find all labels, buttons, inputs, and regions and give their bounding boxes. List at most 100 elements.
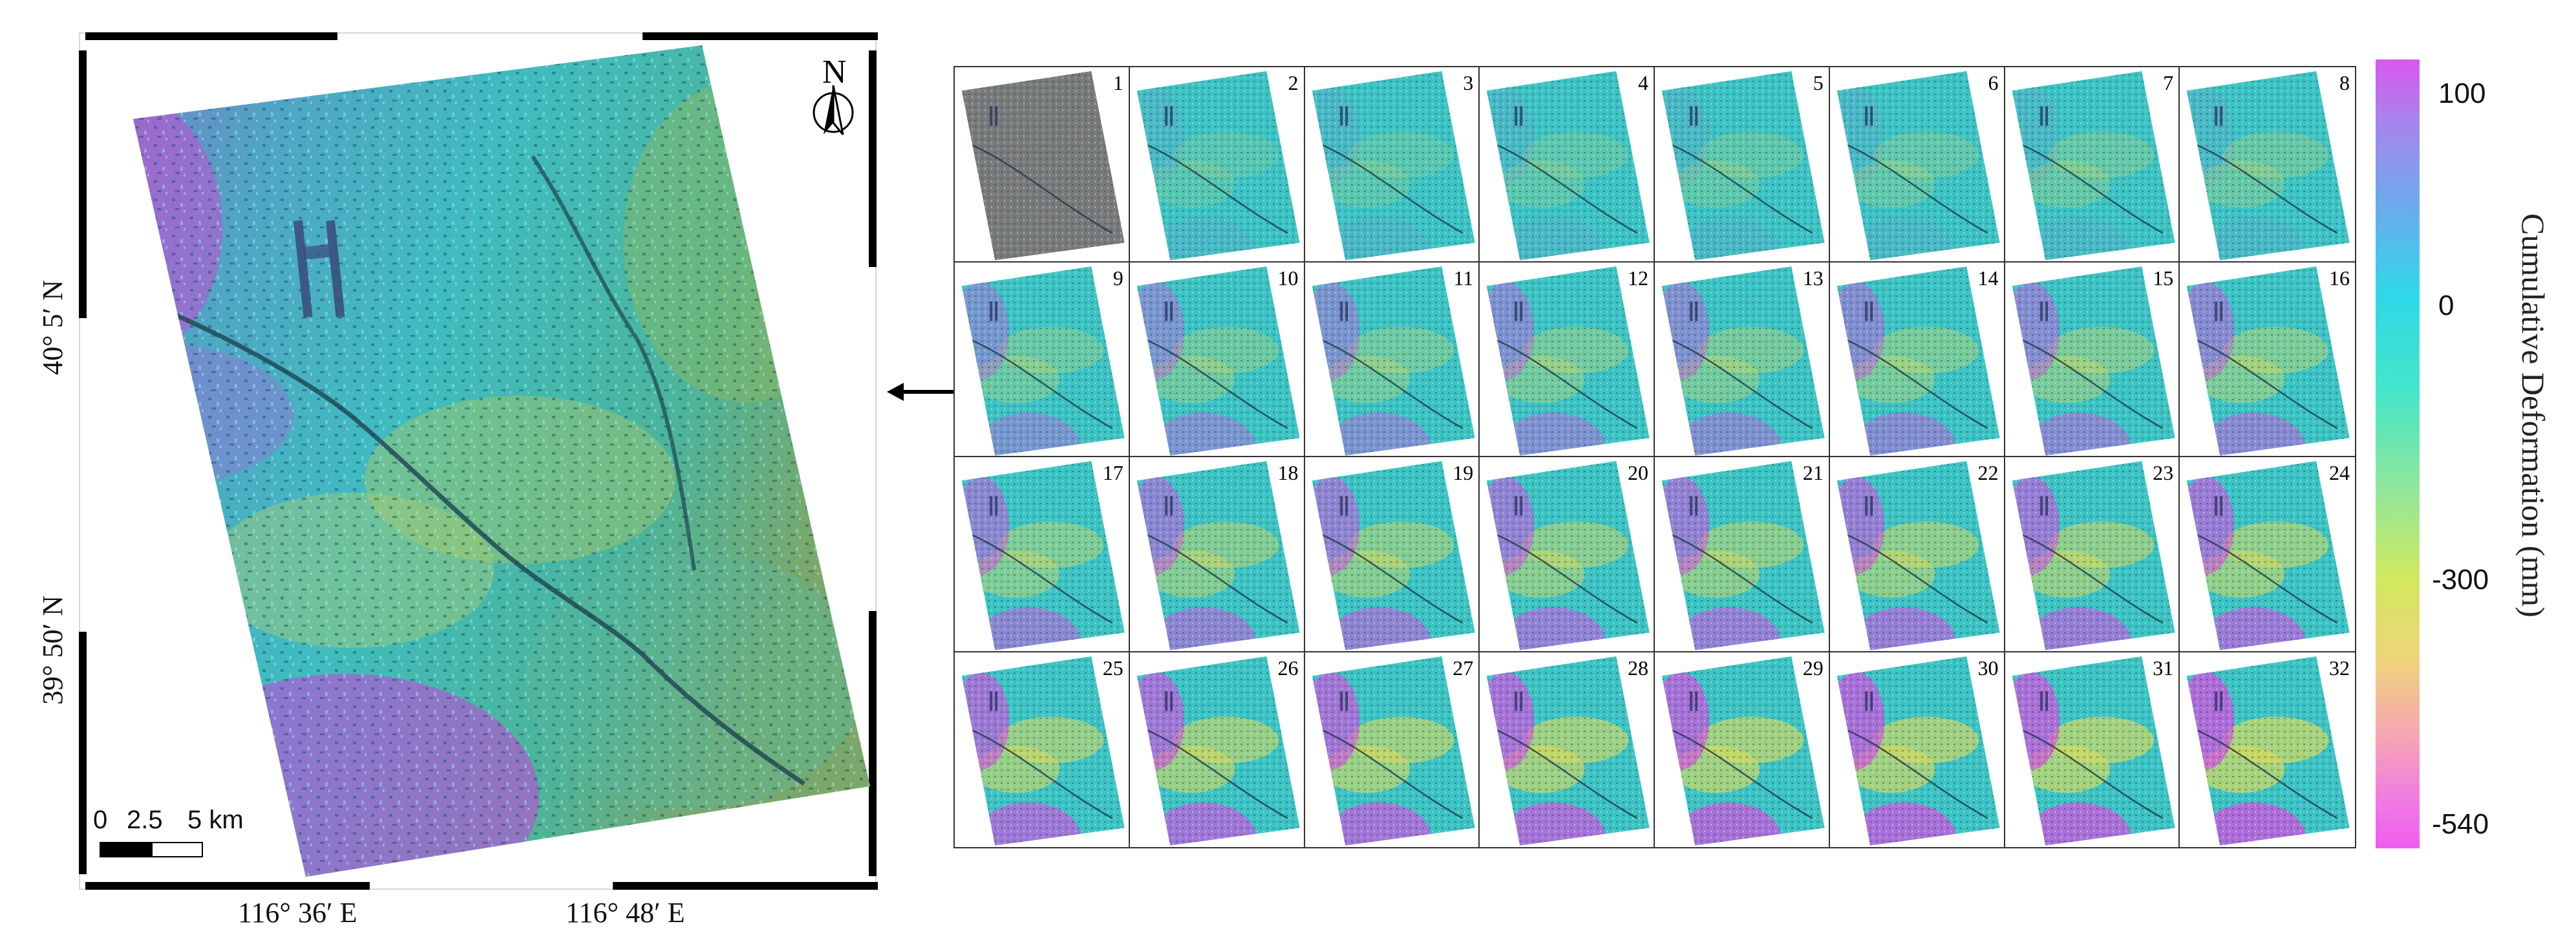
frame-bar-left-bottom	[79, 632, 87, 874]
thumbnail-cell: 14	[1829, 262, 2005, 457]
thumbnail-label: 27	[1453, 656, 1474, 680]
thumbnail-label: 31	[2153, 656, 2174, 680]
thumbnail-raster	[1661, 71, 1825, 261]
colorbar-title: Cumulative Deformation (mm)	[2515, 213, 2551, 618]
thumbnail-raster	[2187, 266, 2350, 455]
thumbnail-raster	[2012, 266, 2175, 455]
longitude-label-west: 116° 36′ E	[238, 897, 357, 929]
thumbnail-raster	[1312, 461, 1475, 650]
scale-label-0: 0	[93, 806, 108, 834]
thumbnail-raster	[1487, 266, 1650, 455]
latitude-label-north: 40° 5′ N	[37, 280, 69, 375]
thumbnail-cell: 1	[955, 67, 1130, 263]
thumbnail-cell: 22	[1829, 457, 2005, 652]
thumbnail-cell: 26	[1129, 652, 1305, 847]
thumbnail-cell: 9	[955, 262, 1130, 457]
thumbnail-cell: 25	[955, 652, 1130, 847]
scale-bar-light	[151, 842, 203, 857]
deformation-map-raster	[133, 45, 870, 877]
colorbar	[2376, 59, 2420, 848]
thumbnail-cell: 24	[2180, 457, 2355, 652]
thumbnail-label: 25	[1102, 656, 1123, 680]
north-arrow-icon	[813, 85, 854, 135]
thumbnail-label: 21	[1802, 461, 1824, 484]
thumbnail-label: 7	[2163, 71, 2174, 94]
colorbar-tick-minus-540: -540	[2432, 808, 2489, 840]
main-map-frame: N 0 2.5 5 km	[79, 32, 878, 890]
scale-label-5km: 5 km	[187, 806, 244, 834]
thumbnail-raster	[1136, 656, 1300, 845]
thumbnail-raster	[2012, 71, 2175, 261]
thumbnail-cell: 12	[1480, 262, 1655, 457]
thumbnail-raster	[1836, 461, 2000, 650]
thumbnail-cell: 4	[1480, 67, 1655, 263]
thumbnail-cell: 2	[1129, 67, 1305, 263]
thumbnail-cell: 32	[2180, 652, 2355, 847]
thumbnail-raster	[1836, 656, 2000, 845]
thumbnail-label: 1	[1112, 71, 1123, 94]
frame-bar-left-top	[79, 50, 87, 318]
thumbnail-label: 6	[1988, 71, 1999, 94]
thumbnail-label: 9	[1112, 266, 1123, 290]
thumbnail-raster	[1487, 71, 1650, 261]
thumbnail-label: 28	[1628, 656, 1648, 680]
thumbnail-raster	[1487, 461, 1650, 650]
thumbnail-cell: 20	[1480, 457, 1655, 652]
colorbar-tick-100: 100	[2438, 78, 2486, 109]
thumbnail-raster	[1136, 266, 1300, 455]
thumbnail-label: 8	[2339, 71, 2350, 94]
thumbnail-raster	[2012, 461, 2175, 650]
thumbnail-label: 16	[2329, 266, 2350, 290]
thumbnail-label: 19	[1453, 461, 1474, 484]
frame-bar-bottom-left	[85, 882, 370, 890]
thumbnail-label: 23	[2153, 461, 2174, 484]
thumbnail-cell: 31	[2005, 652, 2180, 847]
thumbnail-cell: 15	[2005, 262, 2180, 457]
colorbar-tick-0: 0	[2438, 290, 2454, 321]
thumbnail-label: 12	[1628, 266, 1648, 290]
thumbnail-cell: 7	[2005, 67, 2180, 263]
colorbar-tick-minus-300: -300	[2432, 564, 2489, 596]
thumbnail-label: 3	[1463, 71, 1474, 94]
thumbnail-label: 13	[1802, 266, 1824, 290]
thumbnail-raster	[961, 656, 1125, 845]
thumbnail-cell: 30	[1829, 652, 2005, 847]
frame-bar-top-right	[643, 32, 878, 40]
thumbnail-cell: 17	[955, 457, 1130, 652]
frame-bar-bottom-right	[613, 882, 878, 890]
scale-label-2-5: 2.5	[127, 806, 163, 834]
thumbnail-raster	[961, 461, 1125, 650]
thumbnail-cell: 11	[1304, 262, 1480, 457]
thumbnail-cell: 16	[2180, 262, 2355, 457]
thumbnail-cell: 21	[1655, 457, 1830, 652]
thumbnail-raster	[961, 71, 1125, 261]
thumbnail-cell: 6	[1829, 67, 2005, 263]
thumbnail-raster	[1136, 461, 1300, 650]
thumbnail-label: 10	[1277, 266, 1299, 290]
scale-bar-dark	[100, 842, 151, 857]
thumbnail-cell: 13	[1655, 262, 1830, 457]
thumbnail-raster	[1136, 71, 1300, 261]
thumbnail-cell: 5	[1655, 67, 1830, 263]
thumbnail-cell: 29	[1655, 652, 1830, 847]
thumbnail-label: 32	[2329, 656, 2350, 680]
thumbnail-raster	[2012, 656, 2175, 845]
frame-bar-right-bottom	[869, 611, 877, 876]
thumbnail-cell: 18	[1129, 457, 1305, 652]
thumbnail-raster	[2187, 71, 2350, 261]
thumbnail-cell: 8	[2180, 67, 2355, 263]
thumbnail-raster	[1661, 266, 1825, 455]
thumbnail-raster	[1487, 656, 1650, 845]
thumbnail-raster	[1312, 71, 1475, 261]
frame-bar-top-left	[85, 32, 337, 40]
north-label: N	[822, 54, 847, 91]
thumbnail-label: 24	[2329, 461, 2350, 484]
thumbnail-raster	[1661, 461, 1825, 650]
thumbnail-label: 26	[1277, 656, 1299, 680]
thumbnail-raster	[2187, 656, 2350, 845]
thumbnail-label: 5	[1813, 71, 1824, 94]
thumbnail-raster	[961, 266, 1125, 455]
thumbnail-grid: 1 2 3 4 5 6 7 8 9 10 11 12 13 14 15 16 17 18 19 20 21 22 23 24 2…	[953, 66, 2356, 848]
thumbnail-label: 30	[1977, 656, 1999, 680]
thumbnail-cell: 23	[2005, 457, 2180, 652]
